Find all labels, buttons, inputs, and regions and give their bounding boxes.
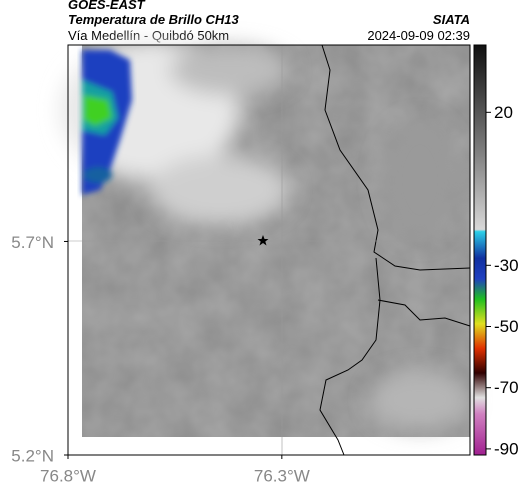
header: GOES-EAST Temperatura de Brillo CH13 Vía…	[68, 0, 470, 43]
colorbar-tick-label: -50	[494, 317, 519, 336]
satellite: GOES-EAST	[68, 0, 146, 12]
product: Temperatura de Brillo CH13	[68, 12, 240, 27]
colorbar-tick-label: -70	[494, 378, 519, 397]
location-marker	[257, 235, 269, 246]
datetime: 2024-09-09 02:39	[367, 28, 470, 43]
cold-tops	[82, 50, 132, 195]
y-tick-label: 5.7°N	[11, 233, 54, 252]
colorbar-tick-label: -30	[494, 256, 519, 275]
region: Vía Medellín - Quibdó 50km	[68, 28, 229, 43]
colorbar-tick-label: 20	[494, 103, 513, 122]
source: SIATA	[433, 12, 470, 27]
x-tick-label: 76.3°W	[254, 466, 310, 485]
colorbar: 20 -30 -50 -70 -90	[473, 44, 519, 458]
x-tick-label: 76.8°W	[40, 466, 96, 485]
axes: 76.8°W 76.3°W 5.7°N 5.2°N	[11, 233, 310, 486]
colorbar-scale	[473, 44, 487, 456]
map-frame	[67, 44, 471, 456]
map	[60, 40, 471, 456]
colorbar-tick-label: -90	[494, 439, 519, 458]
y-tick-label: 5.2°N	[11, 446, 54, 465]
borders	[319, 44, 471, 456]
